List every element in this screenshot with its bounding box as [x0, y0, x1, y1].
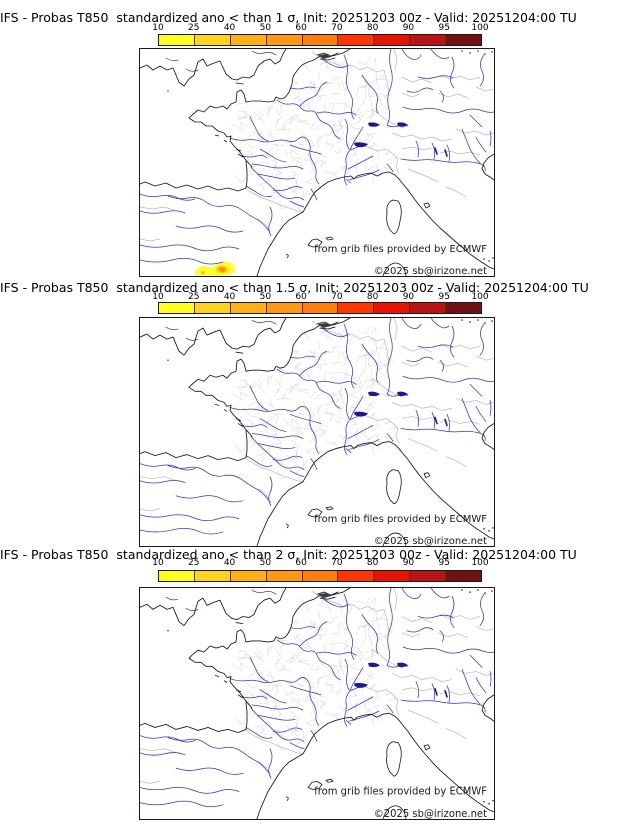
- colorbar-segment: [230, 571, 266, 581]
- tick-label: 40: [223, 292, 236, 302]
- tick-label: 80: [366, 558, 379, 568]
- tick-label: 60: [295, 23, 307, 33]
- map-france: from grib files provided by ECMWF ©2025 …: [139, 587, 495, 820]
- colorbar-segment: [410, 303, 446, 313]
- colorbar-segment: [446, 35, 482, 45]
- credit-line-2: ©2025 sb@irizone.net: [374, 266, 487, 276]
- tick-label: 95: [438, 558, 450, 568]
- tick-label: 25: [188, 23, 200, 33]
- tick-label: 100: [471, 558, 489, 568]
- colorbar-segment: [410, 35, 446, 45]
- tick-label: 95: [438, 23, 450, 33]
- tick-label: 50: [259, 292, 272, 302]
- colorbar-segment: [266, 303, 302, 313]
- colorbar-segment: [230, 35, 266, 45]
- colorbar-segment: [266, 35, 302, 45]
- colorbar-segment: [159, 571, 194, 581]
- tick-label: 95: [438, 292, 450, 302]
- tick-label: 10: [152, 292, 164, 302]
- credit-line-1: from grib files provided by ECMWF: [314, 244, 487, 255]
- credit-line-1: from grib files provided by ECMWF: [314, 514, 487, 525]
- colorbar-segment: [266, 571, 302, 581]
- tick-label: 60: [295, 292, 307, 302]
- colorbar-ticks: 10 25 40 50 60 70 80 90 95 100: [152, 292, 488, 303]
- colorbar: [158, 302, 482, 314]
- colorbar-segment: [194, 303, 230, 313]
- map-france: from grib files provided by ECMWF ©2025 …: [139, 317, 495, 547]
- tick-label: 10: [152, 23, 164, 33]
- tick-label: 60: [295, 558, 307, 568]
- tick-label: 40: [223, 23, 236, 33]
- colorbar: [158, 570, 482, 582]
- credit-line-1: from grib files provided by ECMWF: [314, 787, 487, 798]
- tick-label: 10: [152, 558, 164, 568]
- colorbar-segment: [194, 571, 230, 581]
- panel-title: IFS - Probas T850 standardized ano < tha…: [0, 547, 577, 562]
- colorbar-segment: [338, 571, 374, 581]
- tick-label: 90: [402, 558, 415, 568]
- colorbar-ticks: 10 25 40 50 60 70 80 90 95 100: [152, 23, 488, 34]
- credit-line-2: ©2025 sb@irizone.net: [374, 809, 487, 819]
- colorbar-segment: [302, 571, 338, 581]
- tick-label: 80: [366, 292, 379, 302]
- tick-label: 70: [331, 292, 343, 302]
- colorbar-segment: [159, 303, 194, 313]
- anomaly-area: [194, 261, 235, 276]
- colorbar: [158, 34, 482, 46]
- colorbar-segment: [374, 571, 410, 581]
- panel-title: IFS - Probas T850 standardized ano < tha…: [0, 10, 577, 25]
- colorbar-segment: [194, 35, 230, 45]
- tick-label: 100: [471, 292, 489, 302]
- colorbar-segment: [338, 35, 374, 45]
- colorbar-segment: [446, 303, 482, 313]
- tick-label: 50: [259, 558, 272, 568]
- colorbar-segment: [302, 303, 338, 313]
- colorbar-segment: [446, 571, 482, 581]
- tick-label: 80: [366, 23, 379, 33]
- tick-label: 50: [259, 23, 272, 33]
- panel-title: IFS - Probas T850 standardized ano < tha…: [0, 280, 589, 295]
- tick-label: 90: [402, 23, 415, 33]
- colorbar-segment: [374, 35, 410, 45]
- tick-label: 40: [223, 558, 236, 568]
- colorbar-ticks: 10 25 40 50 60 70 80 90 95 100: [152, 558, 488, 569]
- map-france: from grib files provided by ECMWF ©2025 …: [139, 48, 495, 277]
- colorbar-segment: [302, 35, 338, 45]
- colorbar-segment: [338, 303, 374, 313]
- colorbar-segment: [410, 571, 446, 581]
- colorbar-segment: [159, 35, 194, 45]
- tick-label: 70: [331, 23, 343, 33]
- tick-label: 25: [188, 558, 200, 568]
- credit-line-2: ©2025 sb@irizone.net: [374, 536, 487, 546]
- tick-label: 100: [471, 23, 489, 33]
- tick-label: 90: [402, 292, 415, 302]
- tick-label: 70: [331, 558, 343, 568]
- colorbar-segment: [230, 303, 266, 313]
- colorbar-segment: [374, 303, 410, 313]
- tick-label: 25: [188, 292, 200, 302]
